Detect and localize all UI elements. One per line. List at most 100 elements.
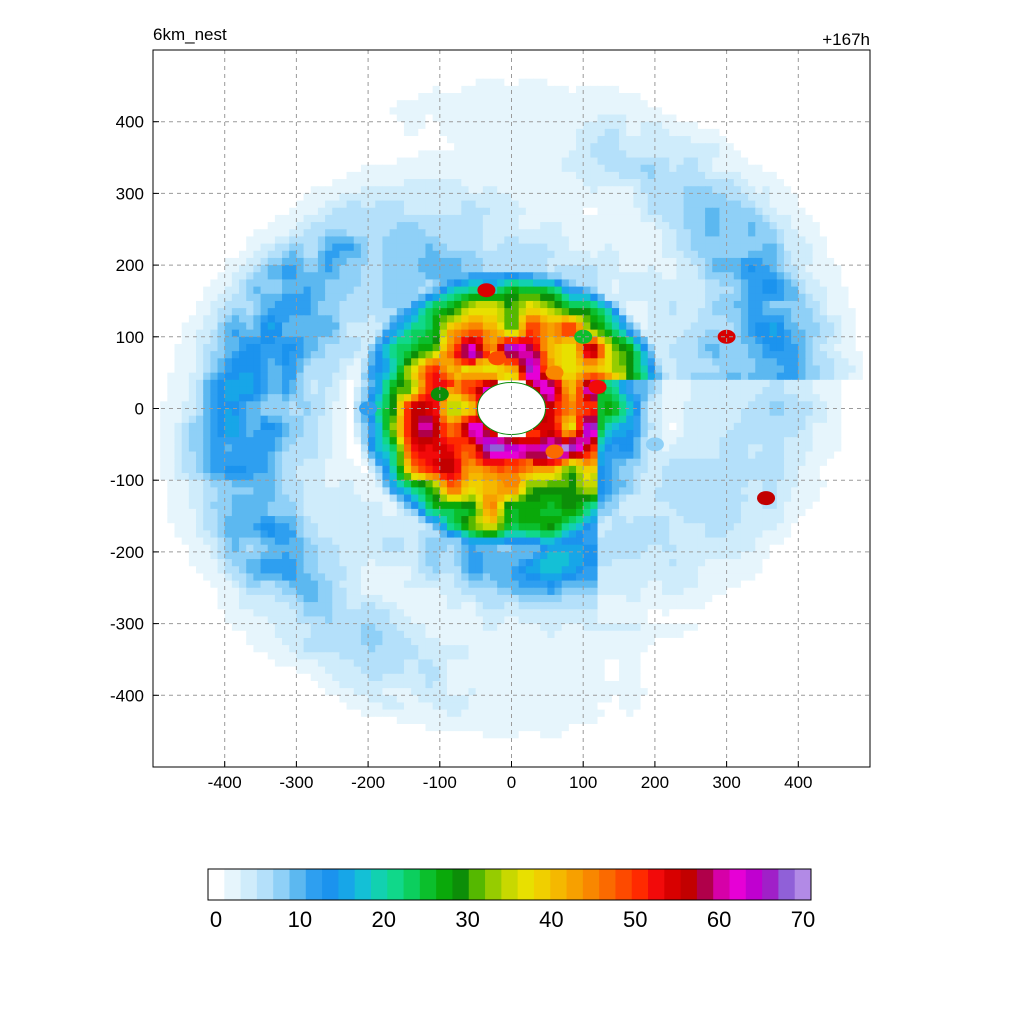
field-cell (403, 121, 412, 130)
field-cell (597, 437, 606, 445)
field-cell (533, 71, 541, 80)
field-cell (296, 193, 305, 202)
field-cell (748, 243, 756, 252)
field-cell (826, 250, 835, 259)
field-cell (533, 250, 541, 259)
field-cell (533, 164, 541, 173)
field-cell (719, 444, 728, 453)
field-cell (690, 286, 699, 295)
field-cell (403, 465, 412, 474)
field-cell (454, 401, 462, 410)
field-cell (676, 193, 685, 202)
field-cell (253, 229, 262, 238)
field-cell (482, 465, 491, 474)
field-cell (611, 308, 620, 316)
field-cell (812, 236, 821, 245)
field-cell (518, 458, 527, 467)
field-cell (403, 343, 412, 352)
field-cell (733, 386, 742, 395)
field-cell (626, 308, 634, 316)
field-cell (791, 250, 799, 259)
field-cell (210, 465, 219, 474)
field-cell (210, 422, 219, 431)
field-cell (231, 394, 240, 402)
field-cell (303, 143, 312, 151)
field-cell (590, 136, 599, 144)
field-cell (690, 164, 699, 173)
field-cell (454, 272, 462, 281)
field-cell (697, 107, 706, 116)
field-cell (332, 343, 341, 352)
field-cell (446, 243, 455, 252)
field-cell (597, 293, 606, 302)
field-cell (697, 200, 706, 209)
field-cell (289, 136, 297, 144)
field-cell (518, 322, 527, 331)
field-cell (633, 100, 642, 108)
field-cell (676, 401, 685, 410)
field-cell (403, 107, 412, 116)
field-cell (769, 193, 778, 202)
field-cell (310, 322, 319, 331)
field-cell (554, 430, 563, 438)
field-cell (346, 150, 355, 159)
field-cell (403, 150, 412, 159)
field-cell (511, 85, 520, 94)
field-cell (819, 308, 828, 316)
field-cell (540, 458, 548, 467)
field-cell (368, 164, 376, 173)
field-cell (640, 93, 649, 101)
field-cell (769, 207, 778, 216)
field-cell (239, 214, 247, 223)
field-cell (253, 458, 262, 467)
field-cell (411, 107, 419, 116)
field-cell (325, 300, 333, 309)
field-cell (504, 272, 513, 281)
field-cell (719, 214, 728, 223)
field-cell (153, 365, 161, 374)
field-cell (188, 329, 197, 338)
field-cell (568, 207, 577, 216)
field-cell (554, 315, 563, 324)
field-cell (482, 358, 491, 367)
field-cell (769, 358, 778, 367)
field-cell (647, 150, 656, 159)
field-cell (712, 465, 721, 474)
field-cell (153, 401, 161, 410)
field-cell (432, 437, 441, 445)
field-cell (411, 85, 419, 94)
field-cell (791, 322, 799, 331)
field-cell (841, 250, 850, 259)
field-cell (332, 193, 341, 202)
field-cell (231, 444, 240, 453)
field-cell (346, 186, 355, 194)
field-cell (289, 121, 297, 130)
field-cell (568, 200, 577, 209)
field-cell (697, 465, 706, 474)
field-cell (253, 315, 262, 324)
field-cell (719, 451, 728, 460)
field-cell (705, 100, 713, 108)
field-cell (547, 71, 556, 80)
field-cell (590, 243, 599, 252)
field-cell (332, 136, 341, 144)
field-cell (676, 257, 685, 266)
field-cell (274, 164, 283, 173)
field-cell (253, 250, 262, 259)
field-cell (568, 422, 577, 431)
field-cell (188, 315, 197, 324)
field-cell (339, 286, 348, 295)
field-cell (339, 107, 348, 116)
field-cell (468, 365, 477, 374)
field-cell (597, 308, 606, 316)
field-cell (533, 222, 541, 230)
field-cell (468, 458, 477, 467)
field-cell (468, 243, 477, 252)
field-cell (841, 265, 850, 273)
field-cell (511, 358, 520, 367)
field-cell (267, 358, 276, 367)
field-cell (504, 207, 513, 216)
field-cell (518, 207, 527, 216)
field-cell (310, 143, 319, 151)
field-cell (346, 100, 355, 108)
